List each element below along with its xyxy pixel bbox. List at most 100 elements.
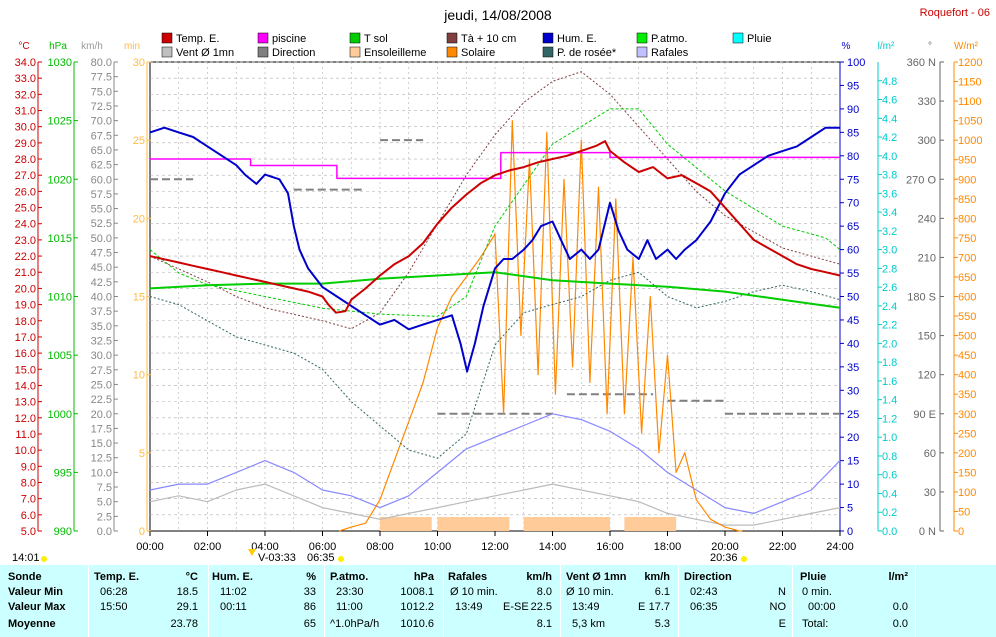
summary-hum-max-time: 00:11 <box>220 601 247 613</box>
series-vent-1mn <box>149 483 841 526</box>
tick-label-rain: 1.8 <box>882 357 897 369</box>
tick-label-press: 995 <box>54 467 72 479</box>
tick-label-temp: 34.0 <box>15 57 36 69</box>
legend-swatch <box>349 46 361 58</box>
tick-label-minutes: 20 <box>133 213 145 225</box>
tick-label-solar: 800 <box>958 213 976 225</box>
tick-label-minutes: 25 <box>133 135 145 147</box>
tick-label-temp: 27.0 <box>15 170 36 182</box>
tick-label-wind: 15.0 <box>91 438 112 450</box>
tick-label-wind: 67.5 <box>91 130 112 142</box>
tick-label-temp: 5.0 <box>21 526 36 538</box>
summary-hum-title: Hum. E. <box>212 571 253 583</box>
x-tick-label: 22:00 <box>769 541 797 553</box>
summary-gust-max-dir: E-SE <box>503 601 529 613</box>
tick-label-hum: 85 <box>847 127 859 139</box>
tick-label-minutes: 5 <box>139 448 145 460</box>
tick-label-wind: 62.5 <box>91 160 112 172</box>
tick-label-dir: 210 <box>918 252 936 264</box>
tick-label-dir: 0 N <box>919 526 936 538</box>
tick-label-solar: 950 <box>958 155 976 167</box>
tick-label-solar: 700 <box>958 252 976 264</box>
summary-temp-max-time: 15:50 <box>100 601 128 613</box>
summary-separator <box>915 565 916 637</box>
summary-hum-min-time: 11:02 <box>220 586 247 598</box>
summary-press-title: P.atmo. <box>330 571 369 583</box>
tick-label-temp: 16.0 <box>15 348 36 360</box>
tick-label-temp: 19.0 <box>15 300 36 312</box>
tick-label-wind: 80.0 <box>91 57 112 69</box>
axis-unit-temp: °C <box>18 41 29 52</box>
summary-wind-min-label: Ø 10 min. <box>566 586 614 598</box>
legend-swatch <box>636 46 648 58</box>
tick-label-minutes: 0 <box>139 526 145 538</box>
tick-label-rain: 2.6 <box>882 282 897 294</box>
tick-label-dir: 360 N <box>907 57 936 69</box>
legend-label: Temp. E. <box>176 33 219 45</box>
summary-press-unit: hPa <box>413 571 434 583</box>
x-tick-label: 00:00 <box>136 541 164 553</box>
x-tick-label: 08:00 <box>366 541 394 553</box>
x-tick-label: 24:00 <box>826 541 854 553</box>
summary-press-max-time: 11:00 <box>336 601 363 613</box>
summary-gust-title: Rafales <box>448 571 488 583</box>
tick-label-press: 1015 <box>48 233 72 245</box>
legend-label: Pluie <box>747 33 771 45</box>
summary-press-min-val: 1008.1 <box>400 586 434 598</box>
tick-label-press: 1020 <box>48 174 72 186</box>
x-tick-label: 10:00 <box>424 541 452 553</box>
tick-label-rain: 2.0 <box>882 338 897 350</box>
series-p-atmo- <box>149 108 841 317</box>
tick-label-temp: 22.0 <box>15 251 36 263</box>
tick-label-rain: 3.6 <box>882 188 897 200</box>
tick-label-rain: 0.0 <box>882 526 897 538</box>
sunshine-block <box>380 517 432 531</box>
tick-label-press: 1000 <box>48 409 72 421</box>
summary-gust-min-label: Ø 10 min. <box>450 586 498 598</box>
summary-dir-min-val: N <box>778 586 786 598</box>
tick-label-hum: 50 <box>847 292 859 304</box>
summary-separator <box>208 565 209 637</box>
summary-press-max-val: 1012.2 <box>400 601 434 613</box>
tick-label-press: 1025 <box>48 116 72 128</box>
summary-temp-min-time: 06:28 <box>100 586 128 598</box>
tick-label-wind: 30.0 <box>91 350 112 362</box>
tick-label-hum: 15 <box>847 456 859 468</box>
summary-temp-min-val: 18.5 <box>176 586 198 598</box>
tick-label-dir: 180 S <box>907 292 936 304</box>
tick-label-hum: 70 <box>847 198 859 210</box>
tick-label-solar: 1000 <box>958 135 982 147</box>
summary-hum-max-val: 86 <box>303 601 316 613</box>
tick-label-hum: 0 <box>847 526 853 538</box>
summary-gust-min-val: 8.0 <box>536 586 552 598</box>
tick-label-wind: 27.5 <box>91 365 112 377</box>
summary-wind-min-val: 6.1 <box>654 586 670 598</box>
summary-table: Sonde Valeur Min Valeur Max Moyenne Temp. E.… <box>0 565 996 637</box>
tick-label-temp: 10.0 <box>15 445 36 457</box>
tick-label-rain: 3.8 <box>882 170 897 182</box>
sunrise-marker <box>338 556 344 562</box>
series-piscine <box>150 151 840 180</box>
tick-label-hum: 90 <box>847 104 859 116</box>
tick-label-rain: 0.6 <box>882 470 897 482</box>
tick-label-hum: 45 <box>847 315 859 327</box>
tick-label-wind: 75.0 <box>91 86 112 98</box>
sunshine-block <box>523 517 610 531</box>
tick-label-wind: 17.5 <box>91 423 112 435</box>
tick-label-hum: 10 <box>847 479 859 491</box>
tick-label-solar: 1050 <box>958 116 982 128</box>
series-p-de-ros-e- <box>149 271 841 459</box>
tick-label-temp: 7.0 <box>21 494 36 506</box>
tick-label-temp: 25.0 <box>15 203 36 215</box>
sunrise-arrow <box>248 549 256 556</box>
tick-label-rain: 1.0 <box>882 432 897 444</box>
tick-label-dir: 150 <box>918 331 936 343</box>
tick-label-wind: 47.5 <box>91 248 112 260</box>
tick-label-temp: 24.0 <box>15 219 36 231</box>
tick-label-rain: 1.6 <box>882 376 897 388</box>
tick-label-temp: 28.0 <box>15 154 36 166</box>
legend-label: piscine <box>272 33 306 45</box>
summary-wind-unit: km/h <box>644 571 670 583</box>
tick-label-solar: 450 <box>958 350 976 362</box>
summary-dir-avg: E <box>778 618 786 630</box>
